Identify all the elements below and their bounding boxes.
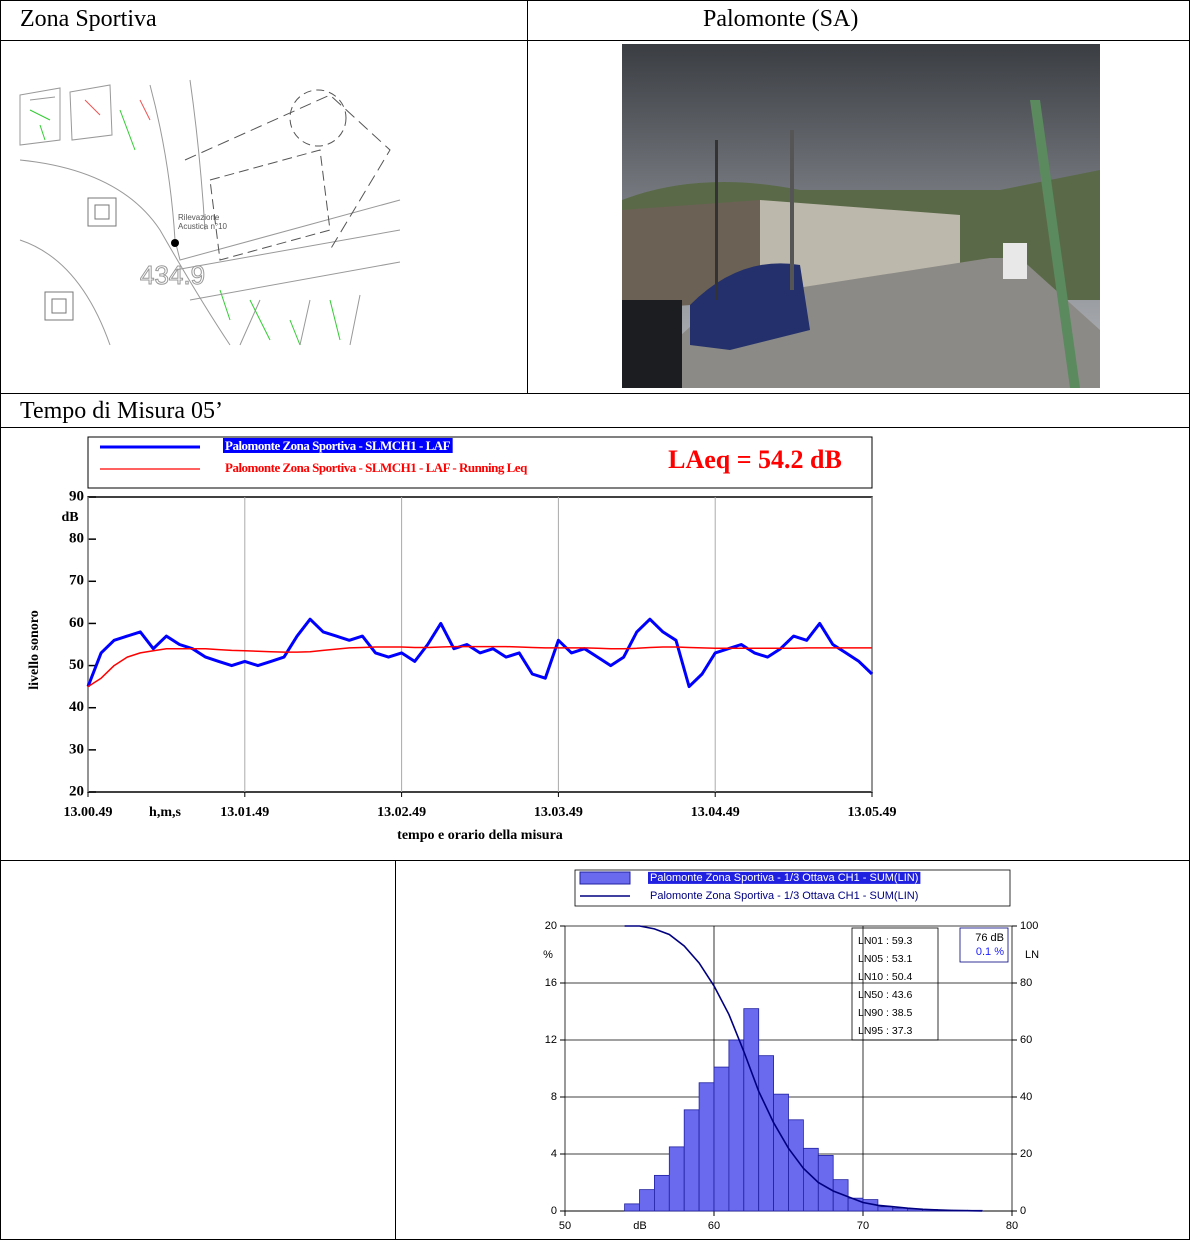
measure-point [171, 239, 179, 247]
x-tick-label: 50 [559, 1220, 571, 1232]
histogram-bar [624, 1203, 640, 1212]
y-tick-label: 90 [69, 488, 84, 504]
y2-tick-label: 0 [1020, 1205, 1026, 1217]
histogram-bar [668, 1146, 685, 1212]
x-tick-label: 70 [857, 1220, 869, 1232]
legend-label: Palomonte Zona Sportiva - SLMCH1 - LAF -… [225, 460, 528, 475]
histogram-bar [743, 1008, 760, 1212]
y-axis-label: livello sonoro [27, 610, 42, 689]
x-axis-label: tempo e orario della misura [397, 828, 563, 843]
y-tick-label: 50 [69, 657, 84, 673]
x-unit: h,m,s [149, 805, 181, 820]
y-tick-label: 70 [69, 573, 84, 589]
histogram-bar [728, 1039, 745, 1212]
y-tick-label: 80 [69, 531, 84, 547]
y-tick-label: 20 [69, 783, 84, 799]
header-left: Zona Sportiva [20, 6, 157, 32]
x-tick-label: 13.02.49 [377, 805, 426, 820]
y-unit: % [543, 949, 553, 961]
border [0, 393, 1190, 394]
y-tick-label: 60 [69, 615, 84, 631]
x-tick-label: 13.05.49 [848, 805, 897, 820]
legend-label: Palomonte Zona Sportiva - SLMCH1 - LAF [225, 438, 451, 453]
y2-tick-label: 100 [1020, 920, 1038, 932]
y-tick-label: 16 [545, 977, 557, 989]
stat-line: LN01 : 59.3 [858, 935, 912, 947]
legend-label: Palomonte Zona Sportiva - 1/3 Ottava CH1… [650, 872, 918, 884]
section-title: Tempo di Misura 05’ [20, 398, 223, 424]
stat-line: LN10 : 50.4 [858, 971, 912, 983]
border [395, 860, 396, 1240]
map-label: Acustica n°10 [178, 222, 228, 231]
map-label: Rilevazione [178, 213, 220, 222]
cursor-box [959, 927, 1009, 963]
map-elevation: 434.9 [140, 260, 205, 290]
x-tick-label: 13.00.49 [64, 805, 113, 820]
stat-line: LN05 : 53.1 [858, 953, 912, 965]
photo [622, 44, 1100, 388]
border [0, 0, 1, 1240]
histogram-bar [773, 1093, 789, 1212]
header-right: Palomonte (SA) [703, 6, 859, 32]
border [527, 0, 528, 393]
y-tick-label: 4 [551, 1148, 557, 1160]
histogram-bar [758, 1055, 775, 1212]
border [0, 40, 1190, 41]
y2-unit: LN [1025, 949, 1039, 961]
border [0, 0, 1190, 1]
data-line [87, 645, 872, 688]
legend-highlight [648, 871, 921, 884]
x-unit: dB [633, 1220, 646, 1232]
cumulative-line [624, 925, 983, 1212]
cursor-percent: 0.1 % [976, 946, 1004, 958]
legend-box [87, 436, 873, 489]
x-tick-label: 13.03.49 [534, 805, 583, 820]
legend-highlight [223, 437, 453, 453]
y2-tick-label: 20 [1020, 1148, 1032, 1160]
histogram-bar [698, 1082, 715, 1212]
histogram-bar [877, 1206, 894, 1212]
y-tick-label: 20 [545, 920, 557, 932]
x-tick-label: 60 [708, 1220, 720, 1232]
stat-line: LN50 : 43.6 [858, 989, 912, 1001]
legend-swatch [579, 871, 631, 885]
y-tick-label: 8 [551, 1091, 557, 1103]
y-unit: dB [61, 510, 78, 525]
y-tick-label: 40 [69, 699, 84, 715]
histogram-bar [639, 1189, 655, 1212]
border [0, 427, 1190, 428]
data-line [86, 617, 874, 689]
border [0, 860, 1190, 861]
histogram-bar [654, 1174, 670, 1212]
histogram-bar [713, 1066, 730, 1212]
stat-line: LN95 : 37.3 [858, 1025, 912, 1037]
y2-tick-label: 80 [1020, 977, 1032, 989]
stat-line: LN90 : 38.5 [858, 1007, 912, 1019]
annotation: LAeq = 54.2 dB [668, 445, 842, 474]
y2-tick-label: 60 [1020, 1034, 1032, 1046]
histogram-bar [683, 1109, 700, 1212]
histogram-bar [832, 1179, 849, 1212]
x-tick-label: 13.01.49 [220, 805, 269, 820]
y2-tick-label: 40 [1020, 1091, 1032, 1103]
cursor-level: 76 dB [975, 932, 1004, 944]
stats-box [851, 927, 939, 1041]
legend-label: Palomonte Zona Sportiva - 1/3 Ottava CH1… [650, 890, 918, 902]
y-tick-label: 12 [545, 1034, 557, 1046]
x-tick-label: 80 [1006, 1220, 1018, 1232]
y-tick-label: 30 [69, 741, 84, 757]
y-tick-label: 0 [551, 1205, 557, 1217]
x-tick-label: 13.04.49 [691, 805, 740, 820]
